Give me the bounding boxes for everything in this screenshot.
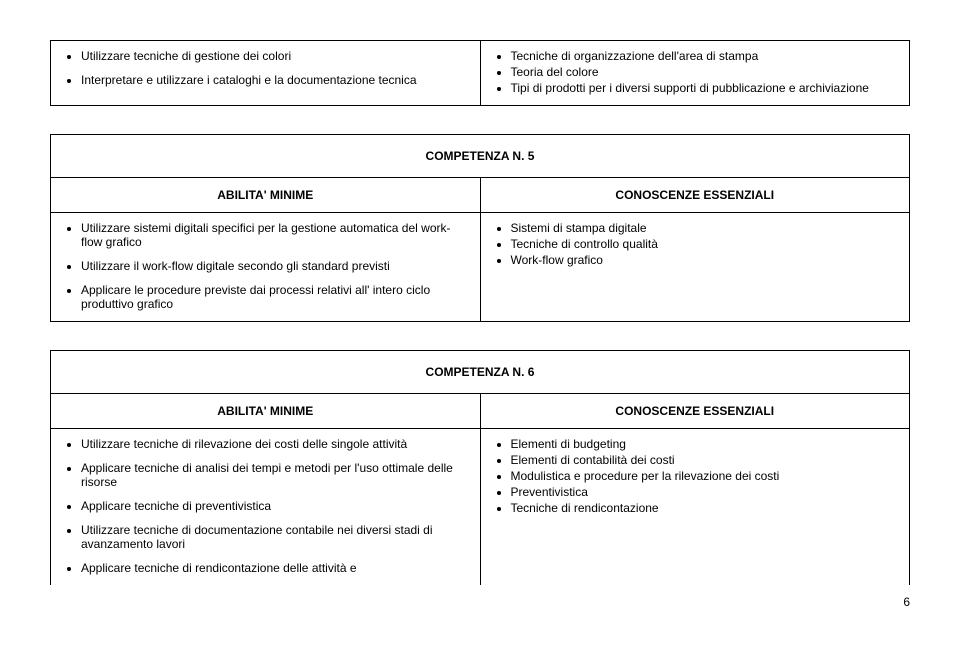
- page-number: 6: [50, 595, 910, 609]
- comp5-left-list-3: Applicare le procedure previste dai proc…: [63, 283, 468, 311]
- list-item: Tecniche di controllo qualità: [511, 237, 898, 251]
- list-item: Utilizzare tecniche di gestione dei colo…: [81, 49, 468, 63]
- top-left-list: Utilizzare tecniche di gestione dei colo…: [63, 49, 468, 63]
- list-item: Utilizzare tecniche di rilevazione dei c…: [81, 437, 468, 451]
- top-row-table: Utilizzare tecniche di gestione dei colo…: [50, 40, 910, 106]
- list-item: Sistemi di stampa digitale: [511, 221, 898, 235]
- comp5-right-list: Sistemi di stampa digitale Tecniche di c…: [493, 221, 898, 267]
- top-right-list: Tecniche di organizzazione dell'area di …: [493, 49, 898, 95]
- comp6-right-header: CONOSCENZE ESSENZIALI: [480, 394, 910, 429]
- comp6-left-cell: Utilizzare tecniche di rilevazione dei c…: [51, 429, 481, 586]
- competenza-5-title: COMPETENZA N. 5: [51, 135, 910, 178]
- list-item: Elementi di budgeting: [511, 437, 898, 451]
- list-item: Applicare tecniche di analisi dei tempi …: [81, 461, 468, 489]
- list-item: Utilizzare sistemi digitali specifici pe…: [81, 221, 468, 249]
- competenza-6-title: COMPETENZA N. 6: [51, 351, 910, 394]
- top-left-list-2: Interpretare e utilizzare i cataloghi e …: [63, 73, 468, 87]
- comp6-right-cell: Elementi di budgeting Elementi di contab…: [480, 429, 910, 586]
- comp5-right-header: CONOSCENZE ESSENZIALI: [480, 178, 910, 213]
- competenza-6-table: COMPETENZA N. 6 ABILITA' MINIME CONOSCEN…: [50, 350, 910, 585]
- list-item: Elementi di contabilità dei costi: [511, 453, 898, 467]
- comp6-left-list-3: Applicare tecniche di preventivistica: [63, 499, 468, 513]
- list-item: Work-flow grafico: [511, 253, 898, 267]
- list-item: Utilizzare tecniche di documentazione co…: [81, 523, 468, 551]
- comp6-left-list-5: Applicare tecniche di rendicontazione de…: [63, 561, 468, 575]
- list-item: Tipi di prodotti per i diversi supporti …: [511, 81, 898, 95]
- comp6-left-list-4: Utilizzare tecniche di documentazione co…: [63, 523, 468, 551]
- list-item: Modulistica e procedure per la rilevazio…: [511, 469, 898, 483]
- list-item: Applicare tecniche di preventivistica: [81, 499, 468, 513]
- list-item: Preventivistica: [511, 485, 898, 499]
- list-item: Tecniche di organizzazione dell'area di …: [511, 49, 898, 63]
- top-right-cell: Tecniche di organizzazione dell'area di …: [480, 41, 910, 106]
- comp5-left-list: Utilizzare sistemi digitali specifici pe…: [63, 221, 468, 249]
- comp6-left-list-2: Applicare tecniche di analisi dei tempi …: [63, 461, 468, 489]
- list-item: Applicare tecniche di rendicontazione de…: [81, 561, 468, 575]
- comp5-left-cell: Utilizzare sistemi digitali specifici pe…: [51, 213, 481, 322]
- top-left-cell: Utilizzare tecniche di gestione dei colo…: [51, 41, 481, 106]
- list-item: Applicare le procedure previste dai proc…: [81, 283, 468, 311]
- comp6-left-list: Utilizzare tecniche di rilevazione dei c…: [63, 437, 468, 451]
- comp6-right-list: Elementi di budgeting Elementi di contab…: [493, 437, 898, 515]
- list-item: Utilizzare il work-flow digitale secondo…: [81, 259, 468, 273]
- comp5-right-cell: Sistemi di stampa digitale Tecniche di c…: [480, 213, 910, 322]
- list-item: Interpretare e utilizzare i cataloghi e …: [81, 73, 468, 87]
- list-item: Teoria del colore: [511, 65, 898, 79]
- comp6-left-header: ABILITA' MINIME: [51, 394, 481, 429]
- comp5-left-header: ABILITA' MINIME: [51, 178, 481, 213]
- comp5-left-list-2: Utilizzare il work-flow digitale secondo…: [63, 259, 468, 273]
- competenza-5-table: COMPETENZA N. 5 ABILITA' MINIME CONOSCEN…: [50, 134, 910, 322]
- list-item: Tecniche di rendicontazione: [511, 501, 898, 515]
